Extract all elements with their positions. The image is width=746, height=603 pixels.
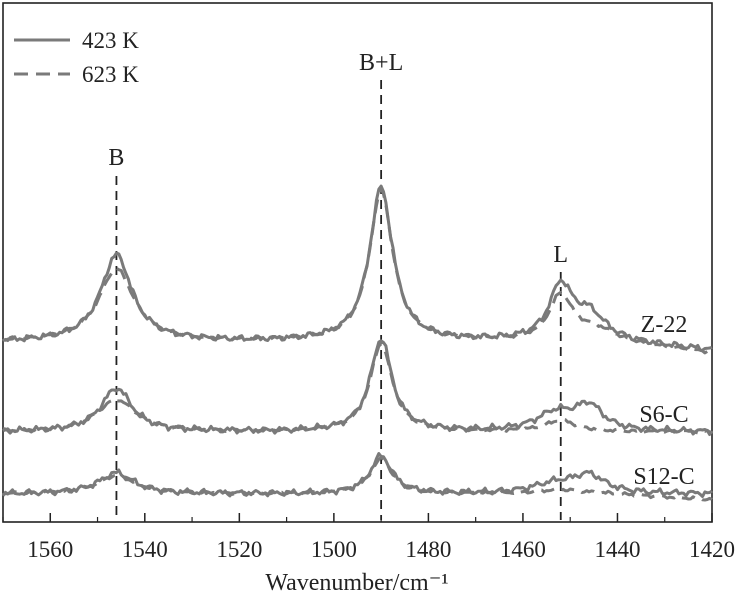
x-tick-label-5: 1480 [405, 537, 451, 562]
reference-label-2: B+L [359, 50, 403, 76]
x-tick-label-2: 1540 [122, 537, 168, 562]
x-tick-label-1: 1560 [27, 537, 73, 562]
curve-1-solid [2, 184, 713, 352]
curve-1-dashed [2, 186, 713, 355]
curve-3-solid [1, 452, 713, 498]
legend-label-1: 423 K [82, 28, 139, 53]
reference-label-1: B [108, 145, 124, 171]
x-tick-label-7: 1440 [594, 537, 640, 562]
curve-label-1: Z-22 [641, 312, 688, 338]
curve-label-3: S12-C [633, 464, 694, 490]
spectra-curves: Z-22 S6-C S12-C [1, 184, 714, 502]
curve-3-dashed [2, 456, 713, 502]
curve-label-2: S6-C [639, 402, 688, 428]
reference-label-3: L [553, 242, 568, 268]
curve-2-dashed [2, 342, 713, 435]
x-tick-label-4: 1500 [311, 537, 357, 562]
legend: 423 K 623 K [14, 28, 139, 87]
curve-2-solid [2, 339, 714, 436]
x-tick-label-3: 1520 [216, 537, 262, 562]
x-tick-label-8: 1420 [689, 537, 735, 562]
x-tick-label-6: 1460 [500, 537, 546, 562]
legend-label-2: 623 K [82, 62, 139, 87]
x-axis-ticks: 1560 1540 1520 1500 1480 1460 1440 1420 [2, 513, 735, 562]
reference-lines: B B+L L [108, 50, 568, 520]
plot-frame [2, 2, 713, 523]
x-axis-label: Wavenumber/cm⁻¹ [265, 570, 448, 596]
